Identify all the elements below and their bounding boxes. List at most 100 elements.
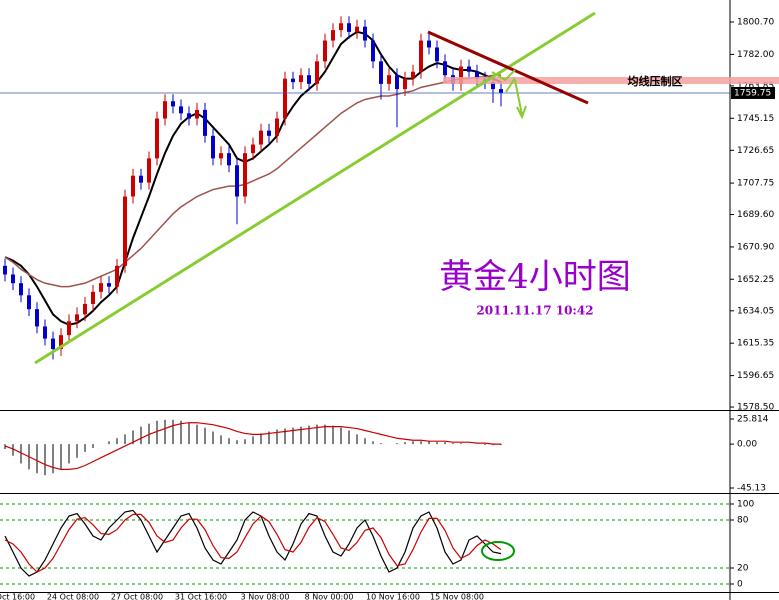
candle-body <box>243 153 247 197</box>
candle-body <box>99 283 103 292</box>
candle-body <box>379 61 383 84</box>
candle-body <box>403 78 407 90</box>
candle-body <box>3 265 7 275</box>
y-tick-label: 1707.75 <box>737 179 774 189</box>
stochastic-d-line <box>4 513 502 573</box>
candle-body <box>387 75 391 84</box>
y-tick-label: 0.00 <box>737 440 757 450</box>
candle-body <box>315 61 319 84</box>
candle-body <box>259 130 263 145</box>
arrow <box>491 69 527 120</box>
chart-title: 黄金4小时图 <box>439 257 631 297</box>
candle-body <box>107 283 111 287</box>
x-tick-label: 15 Nov 08:00 <box>430 593 484 600</box>
candle-body <box>331 30 335 41</box>
x-tick-label: 10 Nov 16:00 <box>366 593 420 600</box>
price-label-box <box>731 86 775 99</box>
candle-body <box>299 75 303 83</box>
candle-body <box>227 153 231 166</box>
candle-body <box>163 101 167 119</box>
candle-body <box>147 158 151 183</box>
x-tick-label: 3 Nov 08:00 <box>241 593 290 600</box>
y-tick-label: 100 <box>737 500 754 510</box>
candle-body <box>155 118 159 159</box>
candle-body <box>427 40 431 48</box>
candle-body <box>475 71 479 79</box>
y-tick-label: 1782.00 <box>737 50 774 60</box>
candle-body <box>59 335 63 350</box>
candle-body <box>371 40 375 62</box>
candle-body <box>435 47 439 62</box>
candle-body <box>307 75 311 84</box>
candle-body <box>339 23 343 31</box>
plot: 1800.70 1782.00 1763.85 1745.15 1726.65 1707.… <box>0 16 779 600</box>
candle-body <box>443 61 447 76</box>
y-tick-label: 1689.60 <box>737 210 774 220</box>
candle-body <box>267 130 271 136</box>
candle-body <box>171 101 175 107</box>
candle-body <box>51 338 55 350</box>
y-tick-label: 80 <box>737 516 749 526</box>
candle-body <box>283 78 287 119</box>
candle-body <box>203 109 207 136</box>
y-tick-label: -45.13 <box>737 484 766 494</box>
x-tick-label: 31 Oct 16:00 <box>175 593 227 600</box>
candle-body <box>219 153 223 159</box>
y-tick-label: 1615.35 <box>737 339 774 349</box>
candle-body <box>211 135 215 159</box>
candle-body <box>491 82 495 90</box>
y-tick-label: 1652.25 <box>737 275 774 285</box>
candle-body <box>363 26 367 41</box>
candle-body <box>355 26 359 32</box>
candle-body <box>251 144 255 154</box>
candle-body <box>459 66 463 84</box>
y-tick-label: 1800.70 <box>737 18 774 28</box>
candle-body <box>235 165 239 197</box>
y-tick-label: 1726.65 <box>737 146 774 156</box>
y-tick-label: 1578.50 <box>737 403 774 413</box>
candle-body <box>27 295 31 310</box>
candle-body <box>499 89 503 93</box>
moving-average <box>4 74 501 288</box>
candle-body <box>467 66 471 72</box>
y-tick-label: 1596.65 <box>737 371 774 381</box>
candle-body <box>131 175 135 197</box>
stochastic-k-line <box>4 509 502 577</box>
trend-line <box>427 30 589 105</box>
candle-body <box>67 321 71 336</box>
candle-body <box>19 283 23 296</box>
resistance-band <box>443 77 779 84</box>
candle-body <box>419 40 423 72</box>
candle-body <box>179 106 183 114</box>
candle-body <box>91 291 95 304</box>
candle-body <box>195 109 199 119</box>
candle-body <box>11 274 15 284</box>
candle-body <box>411 71 415 79</box>
candle-body <box>275 118 279 136</box>
candle-body <box>75 314 79 322</box>
candle-body <box>323 40 327 62</box>
macd-signal-line <box>4 422 501 470</box>
y-tick-label: 1670.90 <box>737 242 774 252</box>
y-tick-label: 20 <box>737 564 749 574</box>
candle-body <box>291 78 295 83</box>
x-tick-label: 27 Oct 08:00 <box>111 593 163 600</box>
y-tick-label: 0 <box>737 580 743 590</box>
candle-body <box>35 309 39 327</box>
current-price-label: 1759.75 <box>734 88 771 98</box>
candle-body <box>187 113 191 119</box>
x-tick-label: 19 Oct 16:00 <box>0 593 35 600</box>
candle-body <box>395 75 399 90</box>
candle-body <box>347 23 351 32</box>
candle-body <box>139 175 143 183</box>
chart-subtitle: 2011.11.17 10:42 <box>476 304 593 318</box>
candle-body <box>43 326 47 339</box>
candle-body <box>123 196 127 266</box>
annotation: 均线压制区 <box>628 74 683 88</box>
x-tick-label: 8 Nov 00:00 <box>305 593 354 600</box>
highlight-circle <box>481 541 515 561</box>
x-tick-label: 24 Oct 08:00 <box>47 593 99 600</box>
candle-body <box>115 265 119 287</box>
